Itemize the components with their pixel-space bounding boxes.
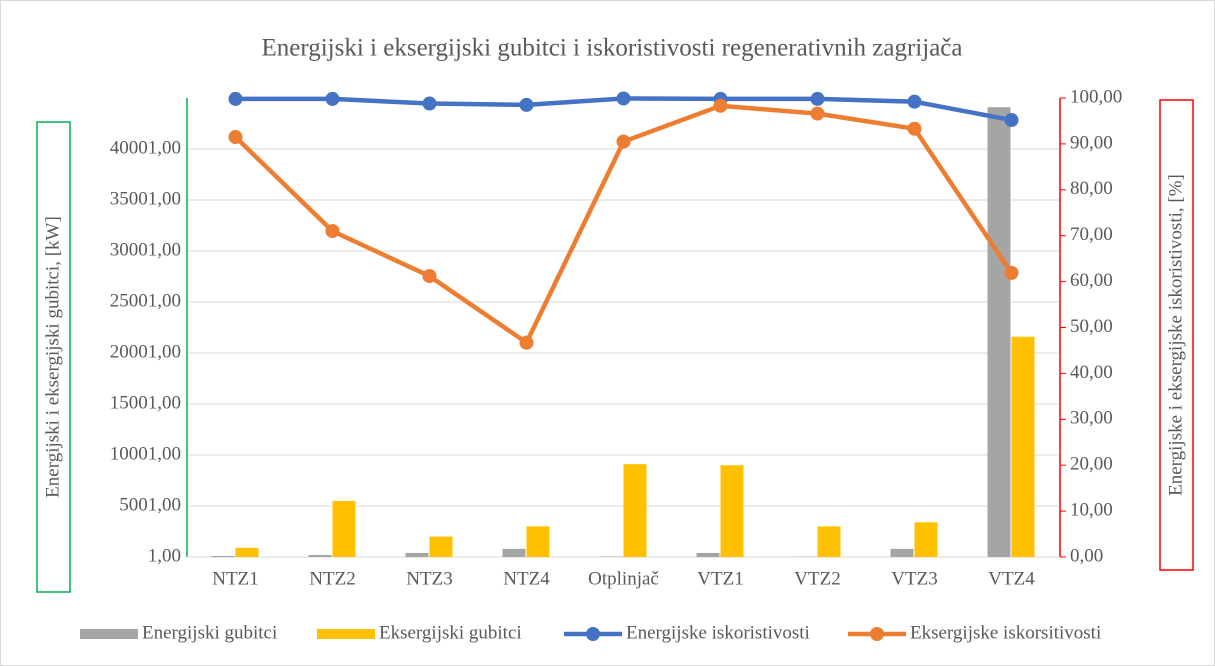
- y-tick-label: 30001,00: [110, 239, 181, 260]
- y-tick-label: 1,00: [148, 545, 181, 566]
- legend-swatch: [586, 627, 600, 641]
- line-point: [810, 91, 825, 106]
- legend-swatch: [80, 629, 138, 639]
- legend-label: Energijski gubitci: [142, 622, 277, 643]
- bar: [720, 465, 744, 557]
- line-point: [907, 121, 922, 136]
- y-tick-label: 20001,00: [110, 341, 181, 362]
- bar: [623, 464, 647, 557]
- y-tick-label: 5001,00: [119, 494, 181, 515]
- line-point: [616, 91, 631, 106]
- bar: [308, 554, 332, 557]
- bar: [235, 547, 259, 557]
- line-point: [422, 269, 437, 284]
- x-tick-label: VTZ4: [988, 568, 1035, 589]
- legend-label: Eksergijski gubitci: [379, 622, 522, 643]
- y2-tick-label: 60,00: [1070, 270, 1113, 291]
- y-tick-label: 10001,00: [110, 443, 181, 464]
- legend-swatch: [870, 627, 884, 641]
- y2-tick-label: 50,00: [1070, 316, 1113, 337]
- line-point: [1004, 265, 1019, 280]
- x-tick-label: VTZ1: [697, 568, 743, 589]
- line-point: [1004, 113, 1019, 128]
- line-point: [422, 96, 437, 111]
- y-tick-label: 25001,00: [110, 290, 181, 311]
- chart-title: Energijski i eksergijski gubitci i iskor…: [261, 35, 962, 62]
- y2-tick-label: 10,00: [1070, 499, 1113, 520]
- line-point: [519, 97, 534, 112]
- x-tick-label: NTZ2: [309, 568, 355, 589]
- bar: [211, 555, 235, 557]
- line-point: [325, 224, 340, 239]
- y2-tick-label: 90,00: [1070, 132, 1113, 153]
- x-tick-label: NTZ4: [503, 568, 550, 589]
- line-point: [713, 98, 728, 113]
- x-tick-label: VTZ3: [891, 568, 937, 589]
- y2-tick-label: 0,00: [1070, 545, 1103, 566]
- y-label-box: [36, 121, 71, 593]
- y-tick-label: 15001,00: [110, 392, 181, 413]
- bar: [526, 526, 550, 557]
- bar: [987, 107, 1011, 558]
- bar: [1011, 336, 1035, 557]
- legend-swatch: [317, 629, 375, 639]
- y-tick-label: 35001,00: [110, 188, 181, 209]
- bar: [405, 552, 429, 557]
- x-tick-label: Otplinjač: [588, 568, 659, 589]
- legend-label: Energijske iskoristivosti: [626, 622, 810, 643]
- legend-label: Eksergijske iskorsitivosti: [910, 622, 1101, 643]
- y2-tick-label: 20,00: [1070, 454, 1113, 475]
- y-axis-label: Energijski i eksergijski gubitci, [kW]: [42, 216, 63, 498]
- line-point: [325, 91, 340, 106]
- bar: [817, 526, 841, 557]
- line-point: [228, 130, 243, 145]
- y2-tick-label: 80,00: [1070, 178, 1113, 199]
- line-point: [519, 335, 534, 350]
- y2-tick-label: 70,00: [1070, 224, 1113, 245]
- line-point: [616, 134, 631, 149]
- bar: [502, 548, 526, 557]
- y2-tick-label: 30,00: [1070, 408, 1113, 429]
- line-point: [228, 91, 243, 106]
- y-tick-label: 40001,00: [110, 137, 181, 158]
- bar: [890, 548, 914, 557]
- x-tick-label: VTZ2: [794, 568, 840, 589]
- y2-label-box: [1159, 99, 1194, 571]
- bar: [914, 522, 938, 557]
- y2-tick-label: 100,00: [1070, 86, 1122, 107]
- bar: [429, 536, 453, 557]
- x-tick-label: NTZ1: [212, 568, 258, 589]
- x-tick-label: NTZ3: [406, 568, 452, 589]
- y2-axis-label: Energijske i eksergijske iskoristivosti,…: [1165, 174, 1186, 496]
- y2-tick-label: 40,00: [1070, 362, 1113, 383]
- bar: [696, 552, 720, 557]
- line-point: [907, 94, 922, 109]
- bar: [332, 500, 356, 557]
- line-point: [810, 106, 825, 121]
